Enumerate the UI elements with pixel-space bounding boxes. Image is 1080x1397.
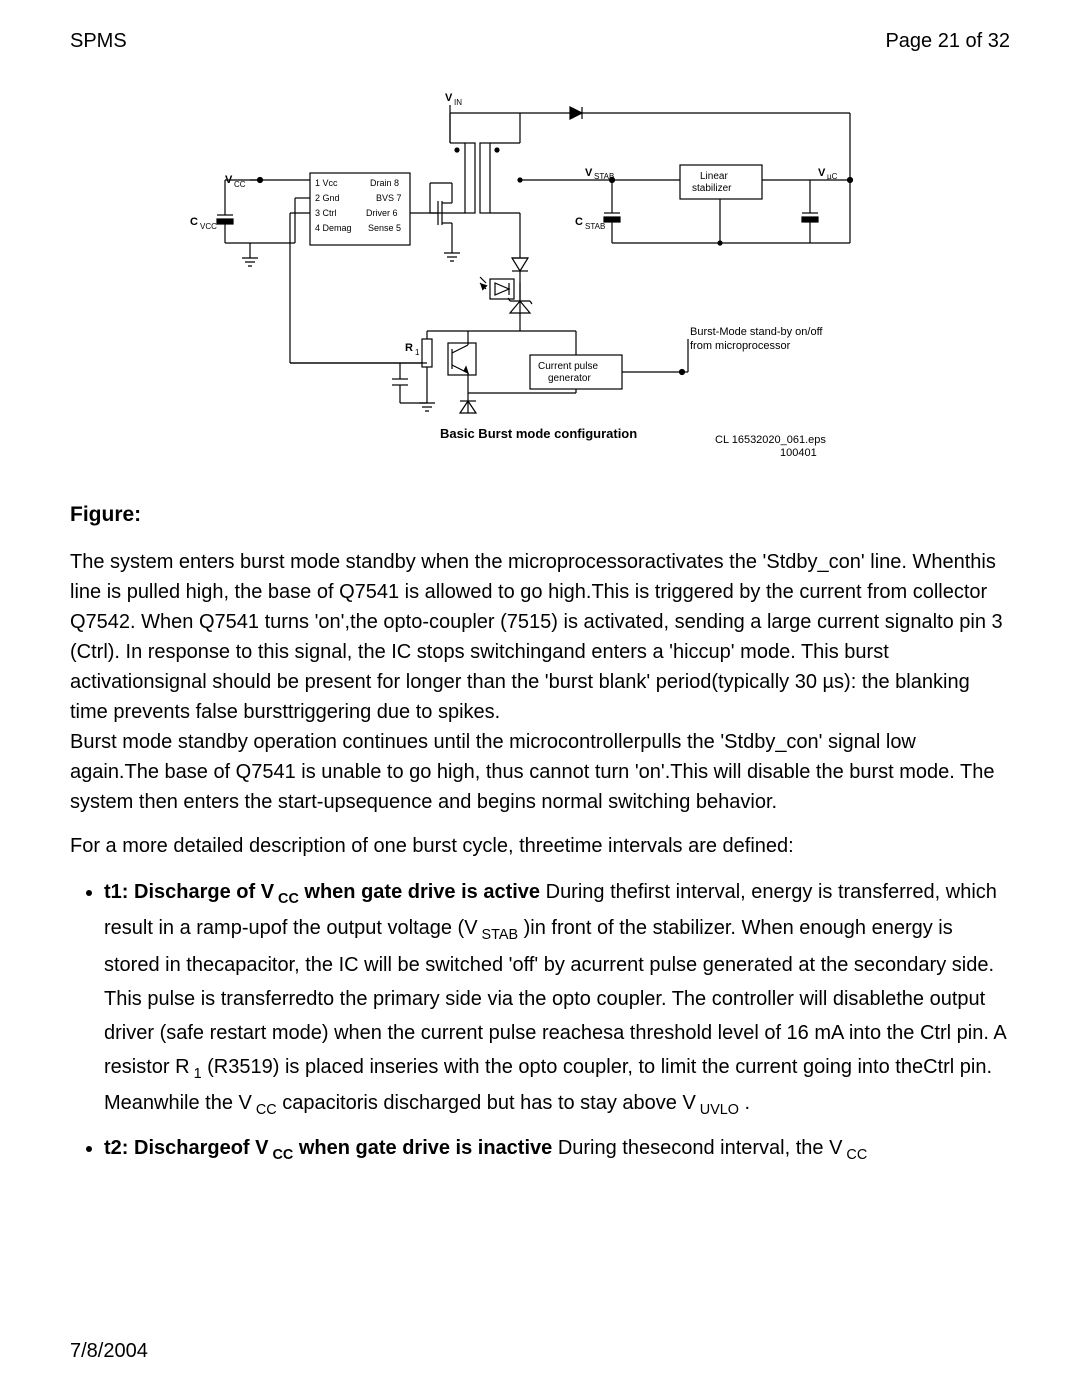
svg-text:STAB: STAB bbox=[585, 222, 605, 231]
burst-mode-diagram: V IN bbox=[190, 83, 890, 463]
svg-text:V: V bbox=[818, 167, 826, 179]
svg-text:BVS 7: BVS 7 bbox=[376, 193, 402, 203]
svg-text:Current pulse: Current pulse bbox=[538, 361, 598, 372]
bullet-list: t1: Discharge of V CC when gate drive is… bbox=[70, 875, 1010, 1167]
svg-text:1: 1 bbox=[415, 348, 420, 357]
svg-text:µC: µC bbox=[827, 172, 838, 181]
footer-date: 7/8/2004 bbox=[70, 1340, 148, 1363]
paragraph-2: Burst mode standby operation continues u… bbox=[70, 727, 1010, 817]
svg-text:CL 16532020_061.eps: CL 16532020_061.eps bbox=[715, 434, 826, 446]
svg-text:IN: IN bbox=[454, 98, 462, 107]
svg-text:1 Vcc: 1 Vcc bbox=[315, 178, 338, 188]
svg-text:stabilizer: stabilizer bbox=[692, 183, 732, 194]
svg-text:3 Ctrl: 3 Ctrl bbox=[315, 208, 337, 218]
svg-text:C: C bbox=[190, 216, 198, 228]
svg-text:4 Demag: 4 Demag bbox=[315, 223, 352, 233]
header-right: Page 21 of 32 bbox=[885, 30, 1010, 53]
header-left: SPMS bbox=[70, 30, 127, 53]
bullet-t1: t1: Discharge of V CC when gate drive is… bbox=[104, 875, 1010, 1123]
bullet-t2: t2: Dischargeof V CC when gate drive is … bbox=[104, 1131, 1010, 1167]
svg-text:Drain 8: Drain 8 bbox=[370, 178, 399, 188]
svg-text:CC: CC bbox=[234, 180, 246, 189]
paragraph-1: The system enters burst mode standby whe… bbox=[70, 547, 1010, 727]
svg-text:Linear: Linear bbox=[700, 171, 728, 182]
svg-text:V: V bbox=[445, 92, 453, 104]
svg-text:VCC: VCC bbox=[200, 222, 217, 231]
svg-text:C: C bbox=[575, 216, 583, 228]
svg-text:Sense 5: Sense 5 bbox=[368, 223, 401, 233]
svg-text:R: R bbox=[405, 342, 413, 354]
figure-diagram: V IN bbox=[70, 83, 1010, 463]
diagram-caption: Basic Burst mode configuration bbox=[440, 426, 637, 441]
paragraph-3: For a more detailed description of one b… bbox=[70, 831, 1010, 861]
svg-text:generator: generator bbox=[548, 373, 591, 384]
svg-text:Driver 6: Driver 6 bbox=[366, 208, 398, 218]
figure-label: Figure: bbox=[70, 503, 1010, 527]
svg-text:V: V bbox=[585, 167, 593, 179]
svg-text:from microprocessor: from microprocessor bbox=[690, 340, 791, 352]
svg-text:Burst-Mode stand-by on/off: Burst-Mode stand-by on/off bbox=[690, 326, 823, 338]
page-header: SPMS Page 21 of 32 bbox=[70, 30, 1010, 53]
svg-text:100401: 100401 bbox=[780, 447, 817, 459]
svg-text:2 Gnd: 2 Gnd bbox=[315, 193, 340, 203]
